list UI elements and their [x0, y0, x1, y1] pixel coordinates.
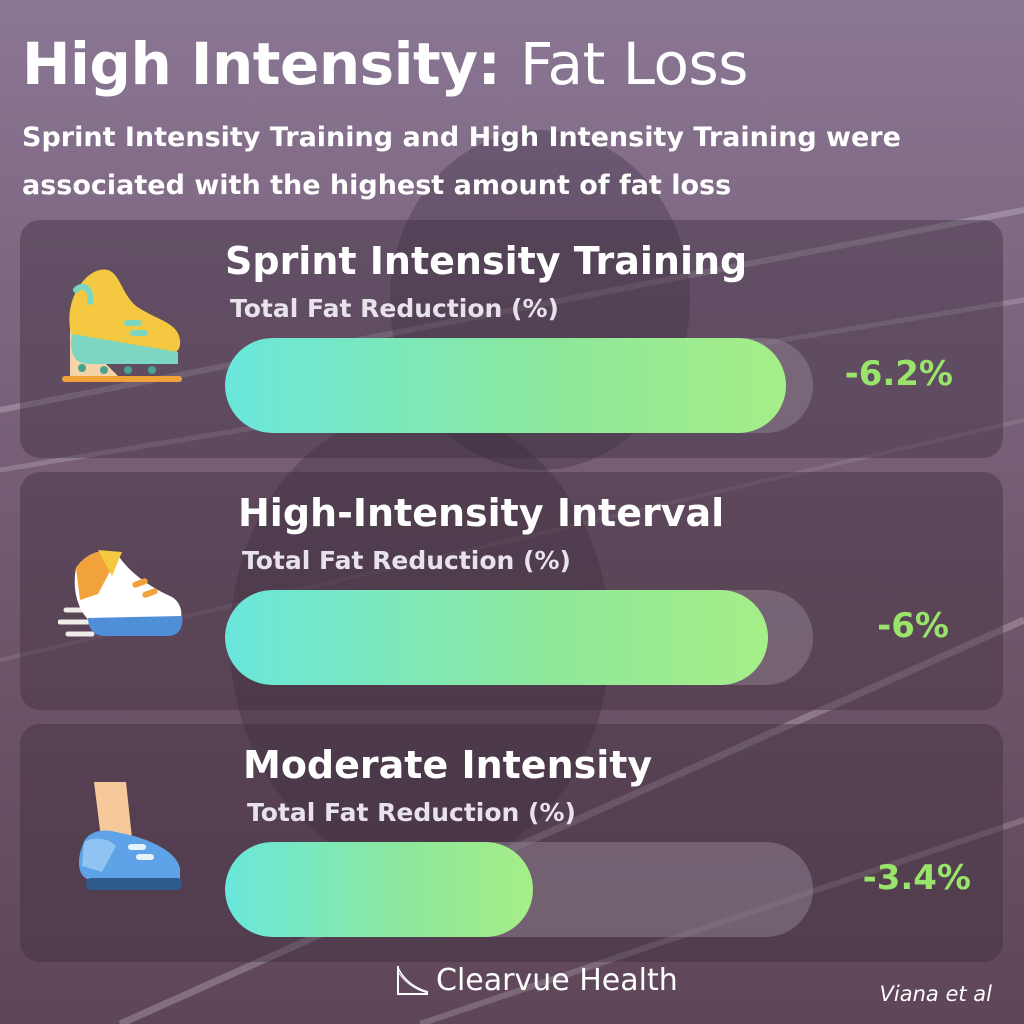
bar-card-moderate: Moderate Intensity Total Fat Reduction (… — [20, 724, 1003, 962]
source-citation: Viana et al — [879, 982, 992, 1006]
page-title: High Intensity: Fat Loss — [22, 28, 748, 100]
subtitle: Sprint Intensity Training and High Inten… — [22, 122, 901, 201]
card-title: Moderate Intensity — [243, 743, 653, 787]
bar-fill-2 — [225, 842, 533, 937]
running-shoe-icon — [58, 550, 183, 637]
brand-mark-icon — [397, 966, 429, 995]
brand-logo: Clearvue Health — [394, 958, 678, 1002]
spike-shoe-on-block-icon — [62, 269, 182, 382]
value-label: -3.4% — [862, 858, 971, 898]
bar-track — [225, 590, 813, 685]
metric-label: Total Fat Reduction (%) — [230, 294, 559, 323]
value-label: -6% — [877, 606, 949, 646]
walking-foot-icon — [78, 782, 182, 890]
bar-card-hiit: High-Intensity Interval Total Fat Reduct… — [20, 472, 1003, 710]
metric-label: Total Fat Reduction (%) — [247, 798, 576, 827]
metric-label: Total Fat Reduction (%) — [242, 546, 571, 575]
bar-track — [225, 842, 813, 937]
bar-track — [225, 338, 813, 433]
card-title: Sprint Intensity Training — [225, 239, 748, 283]
title-bold: High Intensity: — [22, 30, 501, 98]
bar-fill-1 — [225, 590, 768, 685]
bar-fill-0 — [225, 338, 786, 433]
value-label: -6.2% — [844, 354, 953, 394]
title-light: Fat Loss — [519, 30, 748, 98]
bar-card-sprint: Sprint Intensity Training Total Fat Redu… — [20, 220, 1003, 458]
card-title: High-Intensity Interval — [238, 491, 725, 535]
brand-name: Clearvue Health — [436, 962, 678, 998]
